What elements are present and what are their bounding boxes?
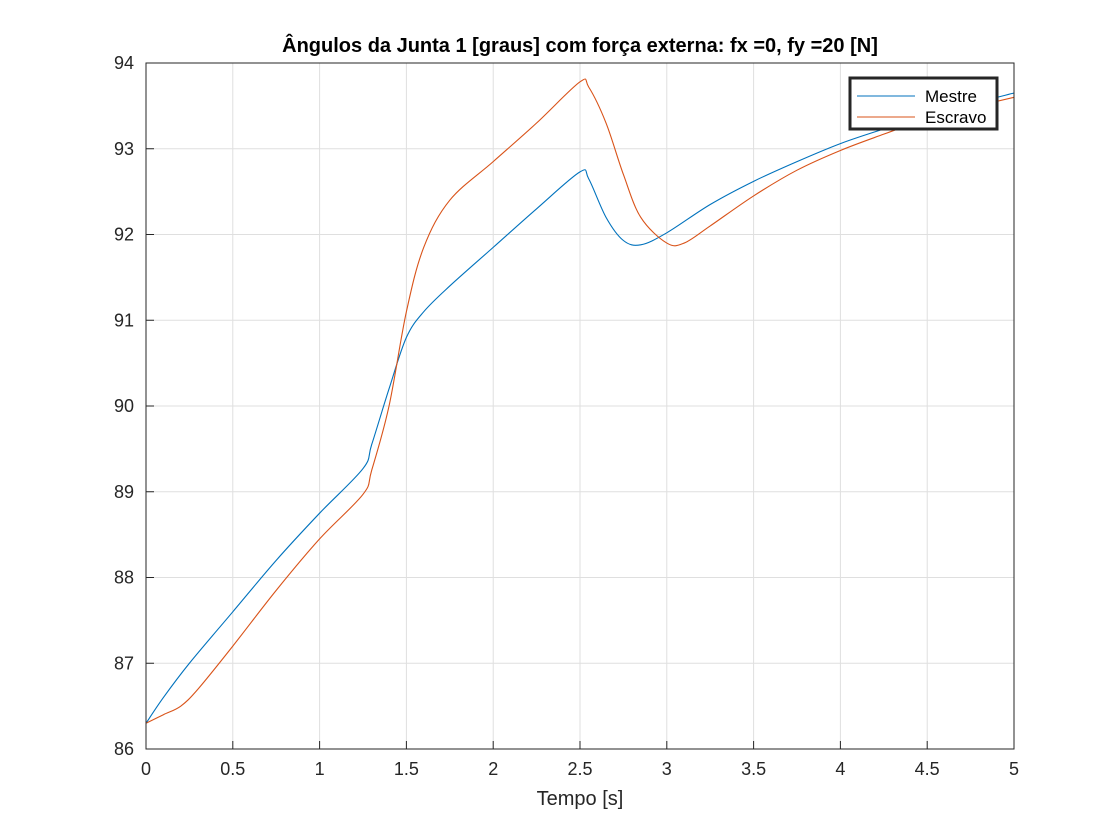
x-tick-label: 4 bbox=[835, 759, 845, 779]
x-tick-label: 5 bbox=[1009, 759, 1019, 779]
legend-label-mestre: Mestre bbox=[925, 87, 977, 106]
x-tick-label: 3.5 bbox=[741, 759, 766, 779]
series-layer bbox=[145, 78, 1015, 724]
x-tick-label: 2 bbox=[488, 759, 498, 779]
series-line-mestre bbox=[145, 92, 1015, 724]
y-tick-label: 92 bbox=[114, 225, 134, 245]
series-line-escravo bbox=[145, 78, 1015, 724]
ticks: 0 0.5 1 1.5 2 2.5 3 3.5 4 4.5 5 86 87 88 89 90 91 92 93 94 bbox=[114, 53, 1019, 779]
legend: Mestre Escravo bbox=[848, 76, 999, 131]
y-tick-label: 86 bbox=[114, 739, 134, 759]
legend-box bbox=[848, 76, 999, 131]
x-tick-label: 4.5 bbox=[915, 759, 940, 779]
chart-title: Ângulos da Junta 1 [graus] com força ext… bbox=[282, 33, 878, 57]
y-tick-label: 89 bbox=[114, 482, 134, 502]
x-tick-label: 2.5 bbox=[567, 759, 592, 779]
y-tick-label: 87 bbox=[114, 653, 134, 673]
y-tick-label: 91 bbox=[114, 310, 134, 330]
y-tick-label: 88 bbox=[114, 568, 134, 588]
x-tick-label: 0 bbox=[141, 759, 151, 779]
y-tick-label: 94 bbox=[114, 53, 134, 73]
x-tick-label: 0.5 bbox=[220, 759, 245, 779]
legend-label-escravo: Escravo bbox=[925, 108, 986, 127]
x-tick-label: 1.5 bbox=[394, 759, 419, 779]
y-tick-label: 90 bbox=[114, 396, 134, 416]
y-tick-label: 93 bbox=[114, 139, 134, 159]
x-tick-label: 1 bbox=[315, 759, 325, 779]
x-tick-label: 3 bbox=[662, 759, 672, 779]
x-axis-label: Tempo [s] bbox=[537, 788, 624, 810]
